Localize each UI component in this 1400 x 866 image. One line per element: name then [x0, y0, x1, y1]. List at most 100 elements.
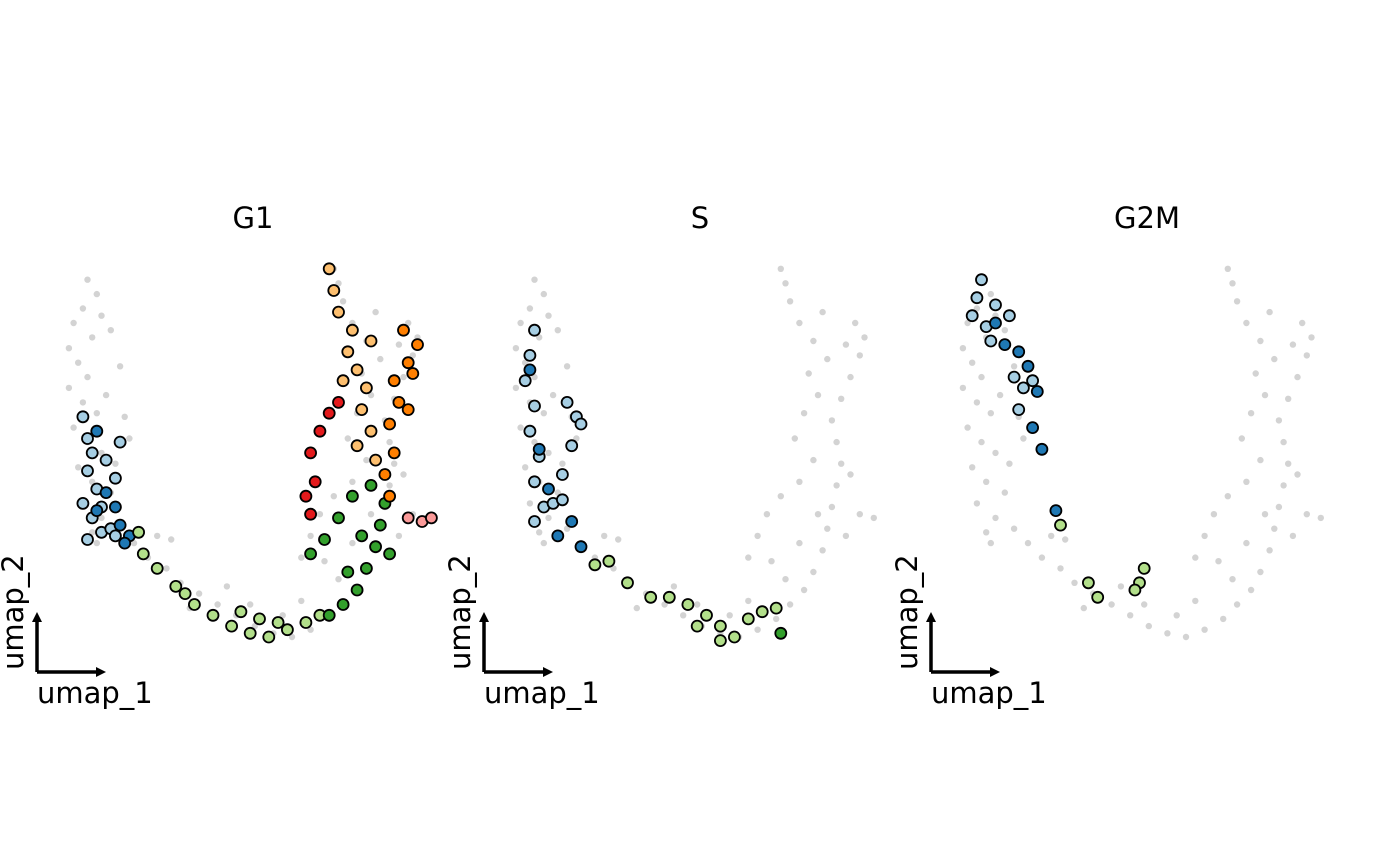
panel-title: G1 — [233, 201, 274, 235]
background-point — [819, 547, 826, 554]
background-point — [335, 576, 342, 583]
y-axis-label: umap_2 — [890, 554, 924, 670]
panel-s: S umap_1 umap_2 — [443, 201, 877, 710]
background-point — [796, 319, 803, 327]
data-point — [556, 468, 569, 481]
data-point — [984, 334, 998, 348]
background-point — [969, 359, 976, 366]
background-point — [838, 395, 845, 402]
data-point — [989, 316, 1002, 330]
background-point — [400, 373, 407, 381]
data-point — [588, 558, 602, 572]
background-point — [1182, 633, 1190, 641]
background-point — [372, 308, 379, 316]
data-point — [1091, 590, 1105, 604]
background-point — [973, 399, 981, 406]
background-point — [782, 280, 789, 287]
background-point — [842, 532, 850, 540]
background-point — [978, 438, 985, 446]
background-point — [782, 576, 789, 583]
panel-g2m: G2M umap_1 umap_2 — [890, 201, 1324, 710]
data-point — [383, 417, 397, 431]
data-point — [1049, 504, 1063, 518]
data-point — [523, 348, 537, 362]
background-point — [661, 601, 668, 608]
data-point — [364, 334, 378, 348]
background-point — [810, 456, 817, 464]
background-point — [195, 590, 203, 597]
data-point — [350, 583, 364, 597]
background-point — [349, 539, 356, 547]
background-point — [833, 482, 840, 489]
data-point — [528, 515, 541, 528]
background-point — [670, 583, 678, 590]
data-point — [322, 262, 336, 276]
background-point — [512, 384, 520, 392]
data-point — [556, 493, 569, 507]
background-point — [796, 539, 803, 547]
background-point — [1210, 511, 1218, 518]
panel-g1: G1 umap_1 umap_2 — [0, 201, 438, 710]
background-point — [870, 514, 877, 522]
data-point — [741, 612, 755, 626]
data-point — [304, 446, 318, 460]
data-point — [662, 590, 676, 604]
data-point — [350, 363, 364, 377]
background-point — [1038, 554, 1046, 561]
background-point — [1229, 280, 1236, 287]
data-point — [574, 540, 588, 554]
background-point — [800, 586, 808, 594]
background-point — [1285, 460, 1292, 467]
background-point — [754, 532, 761, 540]
background-point — [316, 511, 324, 518]
background-point — [763, 511, 771, 518]
background-point — [1108, 601, 1115, 608]
data-point — [322, 406, 336, 420]
y-arrowhead-icon — [926, 612, 936, 622]
background-point — [65, 345, 73, 352]
background-point — [247, 601, 254, 608]
highlighted-cells — [518, 323, 788, 647]
background-point — [540, 290, 547, 298]
background-point — [1001, 327, 1008, 334]
background-point — [386, 438, 393, 446]
data-point — [109, 471, 122, 485]
background-point — [75, 464, 82, 471]
background-point — [1006, 460, 1013, 467]
data-point — [322, 608, 336, 622]
data-point — [332, 395, 345, 409]
background-point — [1308, 334, 1315, 341]
data-point — [81, 533, 94, 546]
data-point — [332, 305, 345, 319]
x-arrowhead-icon — [96, 667, 106, 677]
data-point — [727, 630, 741, 644]
background-point — [573, 435, 580, 442]
background-point — [512, 345, 520, 352]
background-point — [992, 449, 999, 457]
data-point — [169, 580, 183, 593]
data-point — [1030, 385, 1044, 398]
data-point — [1016, 381, 1030, 395]
background-point — [987, 539, 994, 547]
data-point — [271, 616, 285, 629]
data-point — [318, 533, 331, 546]
background-point — [1071, 579, 1078, 586]
background-point — [786, 601, 794, 608]
background-point — [545, 514, 552, 522]
data-point — [401, 403, 415, 417]
background-point — [84, 276, 91, 283]
background-point — [987, 410, 994, 417]
background-point — [116, 363, 124, 370]
background-point — [1145, 622, 1152, 630]
background-cells — [512, 265, 877, 641]
data-point — [1026, 421, 1040, 435]
background-point — [814, 391, 822, 399]
background-point — [1289, 532, 1297, 540]
background-point — [694, 601, 701, 608]
background-cells — [959, 265, 1324, 641]
data-point — [411, 338, 424, 352]
background-point — [531, 438, 538, 446]
background-point — [367, 511, 375, 518]
background-point — [847, 373, 854, 381]
data-point — [336, 598, 350, 611]
